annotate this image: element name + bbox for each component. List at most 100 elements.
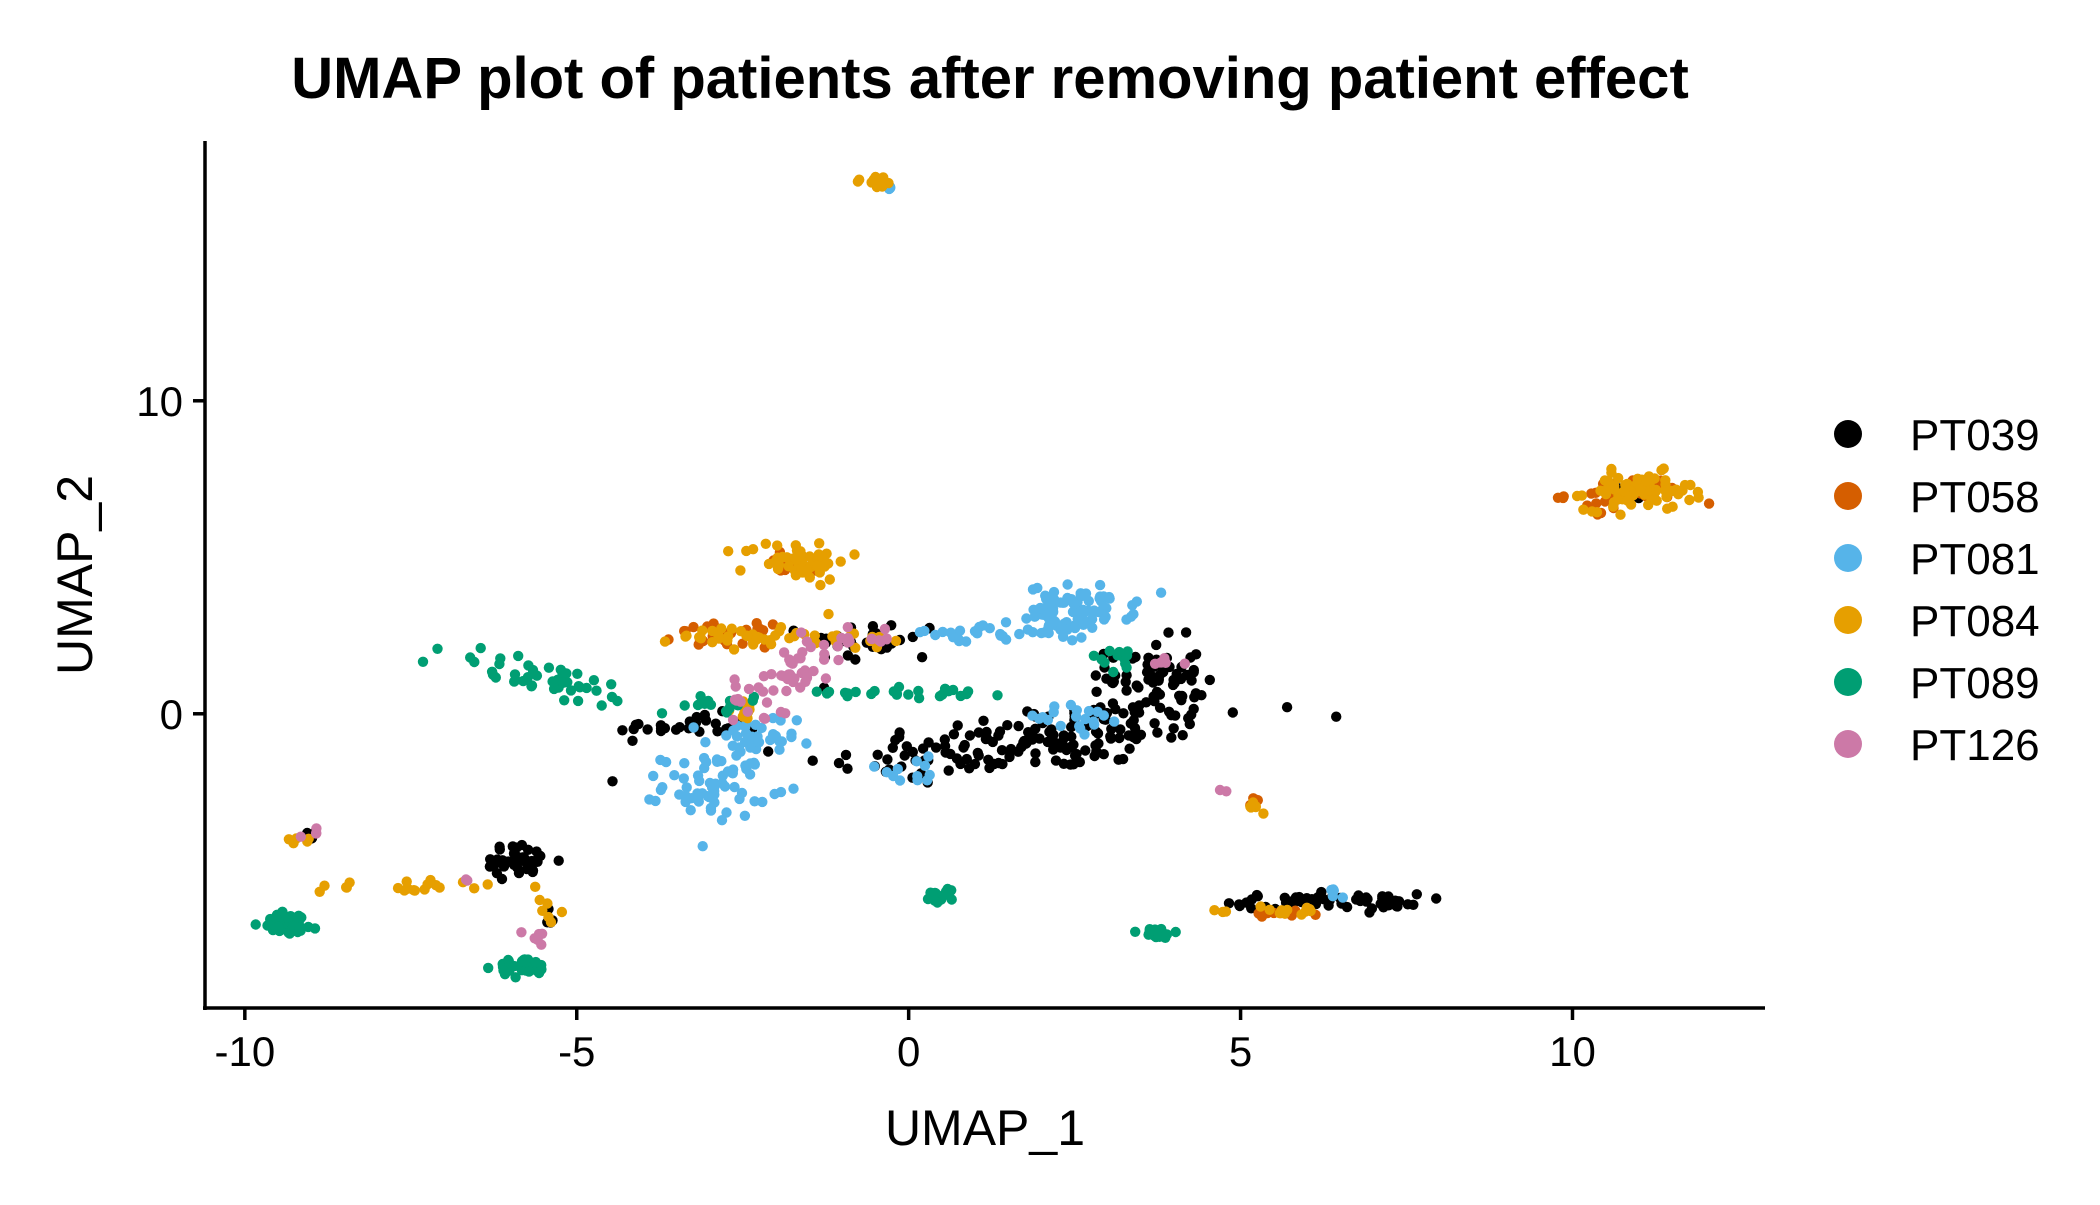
data-point (844, 636, 855, 647)
data-point (1057, 737, 1068, 748)
data-point (1030, 723, 1041, 734)
data-point (1625, 499, 1637, 510)
data-point (1245, 802, 1257, 813)
data-point (1121, 685, 1132, 696)
data-point (1223, 898, 1235, 909)
data-point (1258, 808, 1269, 819)
data-point (1093, 606, 1105, 618)
data-point (711, 754, 723, 765)
x-axis-ticks: -10 -5 0 5 10 (214, 1008, 1596, 1075)
data-point (1069, 750, 1081, 761)
data-point (556, 906, 568, 918)
data-point (722, 635, 733, 646)
data-point (784, 654, 795, 665)
data-point (522, 844, 534, 855)
data-point (1576, 490, 1588, 501)
data-point (303, 921, 314, 933)
data-point (1098, 749, 1110, 760)
data-point (765, 639, 777, 650)
data-point (866, 177, 877, 188)
data-point (1190, 688, 1202, 699)
data-point (770, 730, 781, 742)
data-point (722, 766, 734, 777)
legend-key (1834, 544, 1862, 572)
data-point (1179, 658, 1191, 669)
data-point (1114, 646, 1125, 658)
data-point (786, 728, 797, 739)
data-point (1316, 886, 1327, 898)
data-point (1087, 622, 1098, 633)
data-point (969, 758, 981, 770)
data-point (1013, 720, 1024, 732)
legend-item-pt089: PT089 (1834, 659, 2040, 708)
data-point (1105, 733, 1117, 744)
data-point (710, 718, 721, 729)
data-point (659, 636, 671, 647)
data-point (973, 750, 984, 761)
data-point (1021, 737, 1032, 748)
data-point (1635, 483, 1647, 495)
data-point (1323, 900, 1334, 911)
data-point (850, 686, 861, 698)
data-point (842, 650, 854, 661)
x-tick-label: 5 (1229, 1028, 1252, 1075)
data-point (698, 752, 710, 764)
data-point (740, 760, 751, 771)
data-point (1098, 710, 1110, 721)
data-point (1141, 667, 1153, 678)
data-point (565, 685, 577, 696)
data-point (716, 815, 728, 826)
data-point (934, 691, 946, 702)
data-point (692, 699, 704, 711)
data-point (1048, 744, 1059, 755)
data-point (1658, 463, 1669, 474)
data-point (530, 881, 541, 892)
x-axis-title: UMAP_1 (885, 1100, 1085, 1156)
data-point (1046, 724, 1057, 735)
data-point (761, 697, 773, 708)
data-point (978, 715, 989, 726)
legend-item-pt039: PT039 (1834, 411, 2040, 460)
data-point (510, 675, 521, 686)
data-point (842, 622, 853, 633)
data-point (842, 691, 853, 702)
data-point (959, 739, 970, 751)
data-point (894, 775, 906, 786)
data-point (341, 882, 352, 893)
data-point (784, 633, 795, 644)
data-point (1264, 904, 1275, 915)
y-tick-label: 10 (136, 378, 183, 425)
data-point (1094, 593, 1105, 604)
data-point (703, 695, 714, 707)
data-point (739, 810, 751, 821)
data-point (820, 673, 832, 684)
data-point (994, 726, 1006, 737)
data-point (901, 741, 912, 752)
data-point (1606, 463, 1617, 475)
legend-label: PT084 (1910, 597, 2040, 646)
legend-label: PT058 (1910, 473, 2040, 522)
data-point (890, 734, 901, 746)
data-point (695, 691, 706, 702)
data-point (1106, 677, 1118, 688)
data-point (947, 632, 959, 643)
data-point (727, 740, 738, 751)
data-point (1151, 686, 1163, 698)
data-point (1144, 926, 1155, 938)
data-point (720, 706, 732, 717)
data-point (833, 757, 845, 769)
data-point (707, 625, 718, 637)
data-point (1118, 708, 1129, 719)
data-point (1168, 723, 1179, 734)
data-point (869, 685, 880, 697)
data-point (1641, 476, 1652, 487)
data-point (742, 706, 753, 717)
data-point (1684, 494, 1695, 506)
data-point (1048, 707, 1059, 718)
data-point (1411, 889, 1423, 900)
data-point (596, 700, 607, 711)
data-point (1076, 590, 1087, 602)
data-point (1092, 728, 1104, 739)
data-point (951, 753, 963, 764)
data-point (1069, 622, 1081, 634)
